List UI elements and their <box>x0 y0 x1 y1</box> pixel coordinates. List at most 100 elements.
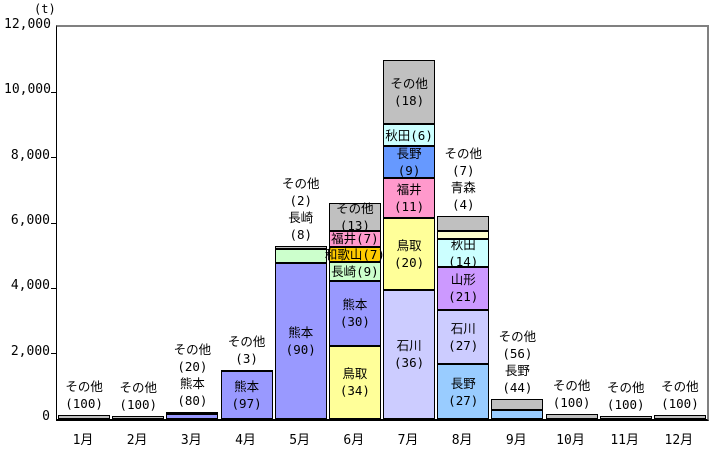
outside-label-line: その他 <box>119 379 158 395</box>
segment-label: 熊本 <box>288 325 314 341</box>
outside-label-line: (100) <box>119 396 158 412</box>
bar-segment-8月-長野: 長野 (27) <box>437 364 490 419</box>
segment-label: 福井 <box>396 181 422 197</box>
outside-label-10月: その他 (100) <box>553 377 591 411</box>
outside-label-line: その他 <box>661 378 699 394</box>
outside-label-line: その他 <box>552 378 591 394</box>
outside-label-line: その他 <box>65 379 103 395</box>
segment-label: 秋田(6) <box>385 127 433 143</box>
outside-label-12月: その他 (100) <box>661 378 699 412</box>
bar-segment-8月-山形: 山形 (21) <box>437 267 490 310</box>
y-axis-unit-label: (t) <box>34 2 56 16</box>
segment-label: (18) <box>394 92 425 108</box>
bar-segment-6月-和歌山: 和歌山(7) <box>325 246 385 262</box>
outside-label-line: (44) <box>502 380 533 396</box>
bar-segment-9月-その他 <box>491 399 544 411</box>
outside-label-line: (56) <box>502 346 533 362</box>
outside-label-1月: その他 (100) <box>65 378 103 412</box>
outside-label-2月: その他 (100) <box>119 379 157 413</box>
month-label-6月: 6月 <box>343 433 365 448</box>
month-label-10月: 10月 <box>556 433 585 448</box>
segment-label: (20) <box>394 254 425 270</box>
outside-label-3月: その他 (20) 熊本 (80) <box>174 341 212 409</box>
y-tick-label: 0 <box>42 409 50 424</box>
bar-segment-6月-熊本: 熊本 (30) <box>328 281 381 346</box>
bar-segment-6月-鳥取: 鳥取 (34) <box>328 345 381 419</box>
outside-label-line: (3) <box>235 351 258 366</box>
month-label-3月: 3月 <box>180 433 202 448</box>
y-tick-label: 6,000 <box>10 213 50 228</box>
month-label-9月: 9月 <box>505 433 527 448</box>
segment-label: (13) <box>339 218 370 234</box>
outside-label-line: 熊本 <box>179 376 205 392</box>
bar-segment-5月-その他 <box>274 245 327 250</box>
bar-segment-8月-石川: 石川 (27) <box>437 309 490 365</box>
outside-label-line: その他 <box>444 146 483 162</box>
bar-segment-2月-その他 <box>112 415 165 419</box>
outside-label-line: (100) <box>552 395 591 411</box>
outside-label-line: (4) <box>451 197 475 213</box>
outside-label-line: (2) <box>289 192 313 208</box>
outside-label-line: 青森 <box>450 180 476 196</box>
month-label-4月: 4月 <box>235 433 256 448</box>
outside-label-4月: その他 (3) <box>228 333 266 367</box>
segment-label: (27) <box>448 392 479 408</box>
outside-label-line: (8) <box>289 226 313 242</box>
bar-segment-7月-福井: 福井 (11) <box>383 178 436 218</box>
outside-label-11月: その他 (100) <box>607 379 645 413</box>
bar-segment-10月-その他 <box>545 414 598 419</box>
outside-label-line: その他 <box>606 379 645 395</box>
segment-label: (21) <box>448 289 479 305</box>
segment-label: 鳥取 <box>396 237 422 253</box>
month-label-7月: 7月 <box>397 433 419 448</box>
bar-segment-7月-石川: 石川 (36) <box>383 289 436 419</box>
bar-segment-8月-青森 <box>437 230 490 239</box>
segment-label: 石川 <box>450 320 476 336</box>
outside-label-5月: その他 (2) 長崎 (8) <box>282 175 320 243</box>
outside-label-line: その他 <box>227 334 266 349</box>
segment-label: 鳥取 <box>342 366 368 382</box>
bar-segment-3月-熊本 <box>166 413 219 419</box>
outside-label-line: (20) <box>177 359 208 375</box>
segment-label: 長崎(9) <box>331 263 379 279</box>
outside-label-line: その他 <box>281 175 320 191</box>
y-tick-mark <box>51 91 56 93</box>
outside-label-9月: その他 (56) 長野 (44) <box>499 328 537 396</box>
y-tick-label: 10,000 <box>4 82 51 98</box>
outside-label-line: (100) <box>65 396 103 412</box>
segment-label: 山形 <box>450 272 476 288</box>
bar-segment-9月-長野 <box>491 410 544 419</box>
outside-label-line: その他 <box>498 329 537 345</box>
segment-label: 熊本 <box>342 297 368 313</box>
outside-label-line: 長崎 <box>288 209 314 225</box>
outside-label-line: (7) <box>451 163 475 179</box>
y-tick-label: 8,000 <box>10 147 50 163</box>
plot-area: その他 (100) その他 (100) その他 (20) 熊本 (80) 熊本 (97) その他 (3… <box>51 25 709 421</box>
segment-label: その他 <box>336 201 374 217</box>
segment-label: (90) <box>285 342 316 358</box>
bar-segment-7月-その他: その他 (18) <box>383 59 436 125</box>
outside-label-8月: その他 (7) 青森 (4) <box>444 145 482 213</box>
segment-label: (36) <box>394 355 425 371</box>
bar-segment-11月-その他 <box>599 415 652 419</box>
bar-segment-8月-秋田: 秋田 (14) <box>437 237 490 269</box>
bar-segment-8月-その他 <box>437 216 490 231</box>
bar-segment-12月-その他 <box>653 414 706 419</box>
month-label-8月: 8月 <box>451 433 473 448</box>
segment-label: (97) <box>231 396 262 412</box>
y-tick-label: 4,000 <box>10 278 50 294</box>
month-label-11月: 11月 <box>610 433 639 448</box>
outside-label-line: (80) <box>177 393 208 409</box>
segment-label: 和歌山(7) <box>324 246 385 262</box>
outside-label-line: 長野 <box>504 363 530 379</box>
outside-label-line: (100) <box>606 396 645 412</box>
bar-segment-1月-その他 <box>58 415 111 419</box>
month-label-12月: 12月 <box>664 433 694 448</box>
y-tick-mark <box>51 353 56 355</box>
bar-segment-6月-その他: その他 (13) <box>328 201 381 234</box>
segment-label: 熊本 <box>234 379 260 395</box>
segment-label: (34) <box>339 383 370 399</box>
segment-label: 長野 <box>396 146 422 162</box>
bar-segment-6月-福井: 福井(7) <box>328 231 381 247</box>
